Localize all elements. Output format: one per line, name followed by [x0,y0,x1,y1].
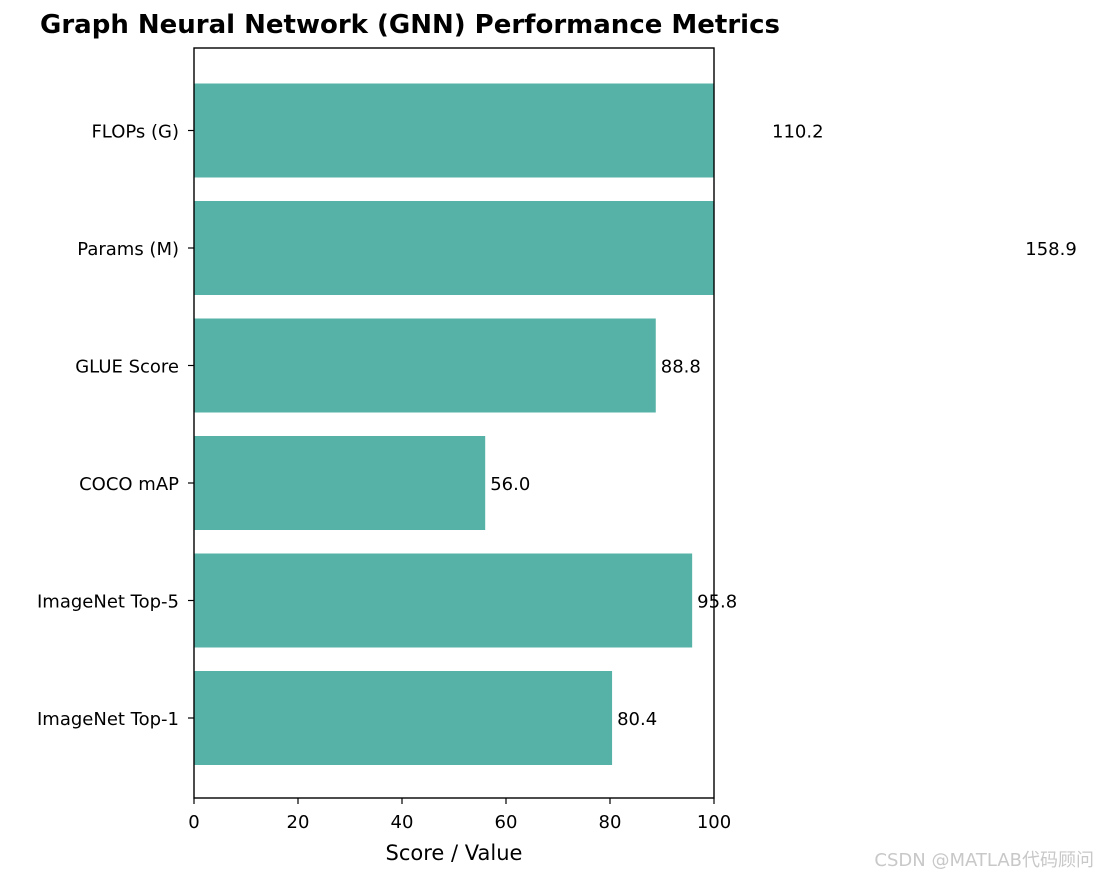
x-tick-label: 60 [495,812,518,833]
x-tick-label: 20 [287,812,310,833]
data-label: 95.8 [697,592,737,613]
x-tick-label: 0 [188,812,199,833]
y-axis: ImageNet Top-1 ImageNet Top-5 COCO mAP GLUE… [37,122,194,730]
y-tick-label: GLUE Score [75,357,179,378]
y-tick-label: ImageNet Top-5 [37,592,179,613]
data-label: 80.4 [617,709,657,730]
chart-title: Graph Neural Network (GNN) Performance M… [40,10,780,40]
bar [194,318,656,413]
y-tick-label: FLOPs (G) [91,122,179,143]
data-label: 110.2 [772,122,824,143]
x-axis: 0 20 40 60 80 100 [188,798,731,833]
x-axis-label: Score / Value [386,841,523,865]
data-label: 56.0 [490,474,530,495]
watermark: CSDN @MATLAB代码顾问 [874,850,1094,871]
bar [194,671,613,765]
bar [194,553,693,648]
bar [194,201,714,295]
x-tick-label: 80 [599,812,622,833]
y-tick-label: Params (M) [77,239,179,260]
x-tick-label: 100 [697,812,731,833]
data-labels-group: 80.4 95.8 56.0 88.8 158.9 110.2 [490,122,1077,731]
y-tick-label: ImageNet Top-1 [37,709,179,730]
y-tick-label: COCO mAP [79,474,179,495]
bar [194,436,486,530]
data-label: 88.8 [661,357,701,378]
data-label: 158.9 [1025,239,1077,260]
bar [194,83,714,178]
bars-group [194,83,714,765]
x-tick-label: 40 [391,812,414,833]
plot-frame [193,47,715,799]
